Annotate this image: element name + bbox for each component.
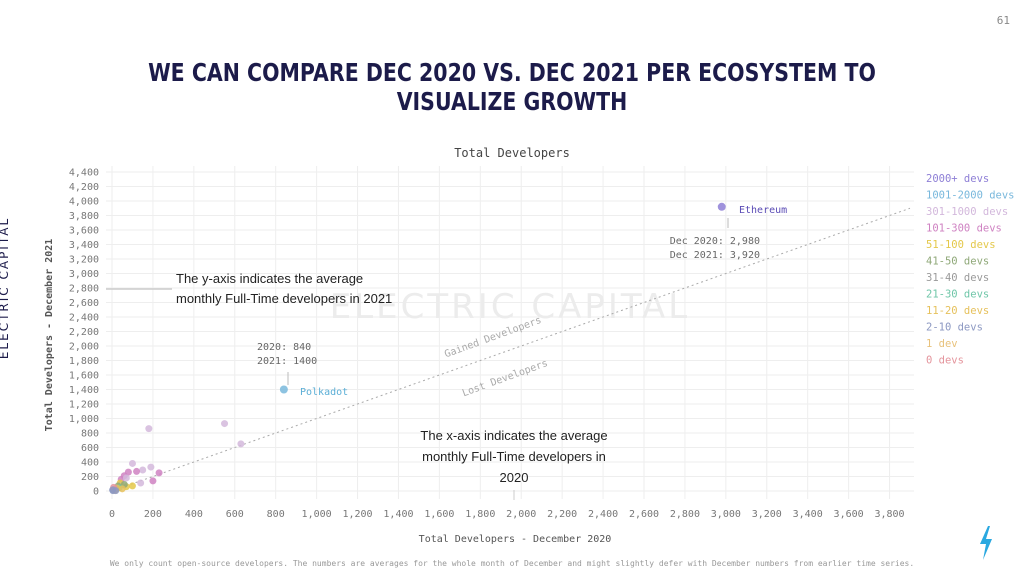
data-point (237, 440, 245, 448)
polkadot-2020-annotation: 2020: 840 (257, 342, 311, 353)
x-tick-label: 1,400 (383, 509, 413, 520)
ethereum-dec2021-annotation: Dec 2021: 3,920 (670, 250, 760, 261)
x-tick-label: 2,600 (629, 509, 659, 520)
x-tick-labels: 0 200 400 600 800 1,000 1,200 1,400 1,600 1,800 2,… (109, 509, 905, 520)
y-tick-label: 800 (81, 429, 99, 440)
lightning-bolt-icon (980, 526, 992, 560)
x-tick-label: 800 (267, 509, 285, 520)
y-tick-label: 4,400 (69, 168, 99, 179)
y-tick-label: 3,800 (69, 211, 99, 222)
x-tick-label: 2,400 (588, 509, 618, 520)
y-tick-labels: 0 200 400 600 800 1,000 1,200 1,400 1,600 1,800 2,… (69, 168, 99, 498)
x-tick-label: 400 (185, 509, 203, 520)
y-tick-label: 2,400 (69, 313, 99, 324)
legend-item: 11-20 devs (926, 305, 989, 317)
y-tick-label: 3,600 (69, 226, 99, 237)
y-tick-label: 1,200 (69, 400, 99, 411)
y-tick-label: 400 (81, 458, 99, 469)
legend-item: 1 dev (926, 338, 958, 350)
y-tick-label: 2,800 (69, 284, 99, 295)
page-number: 61 (996, 14, 1010, 27)
legend-item: 51-100 devs (926, 239, 996, 251)
data-point (128, 459, 136, 467)
x-tick-label: 1,800 (465, 509, 495, 520)
y-tick-label: 1,400 (69, 385, 99, 396)
break-even-line (111, 207, 911, 492)
y-tick-label: 2,000 (69, 342, 99, 353)
x-tick-label: 3,600 (834, 509, 864, 520)
data-point (118, 485, 126, 493)
data-point (128, 482, 136, 490)
y-tick-label: 2,600 (69, 298, 99, 309)
legend-item: 2-10 devs (926, 322, 983, 334)
legend-item: 21-30 devs (926, 289, 989, 301)
polkadot-label: Polkadot (300, 387, 348, 398)
x-tick-label: 200 (144, 509, 162, 520)
x-tick-label: 1,200 (342, 509, 372, 520)
data-point (137, 479, 145, 487)
x-axis-label: Total Developers - December 2020 (419, 534, 612, 545)
x-axis-note-line3: 2020 (500, 470, 529, 485)
point-polkadot (279, 385, 288, 394)
y-tick-label: 1,600 (69, 371, 99, 382)
x-tick-label: 2,800 (670, 509, 700, 520)
x-tick-label: 3,800 (874, 509, 904, 520)
x-tick-label: 0 (109, 509, 115, 520)
x-axis-note-line2: monthly Full-Time developers in (422, 449, 606, 464)
legend-item: 31-40 devs (926, 272, 989, 284)
x-tick-label: 2,200 (547, 509, 577, 520)
y-tick-label: 600 (81, 443, 99, 454)
x-tick-label: 600 (226, 509, 244, 520)
data-points (109, 202, 726, 495)
legend-item: 0 devs (926, 355, 964, 367)
data-point (149, 477, 157, 485)
y-tick-label: 4,200 (69, 182, 99, 193)
x-axis-note-line1: The x-axis indicates the average (420, 428, 607, 443)
x-tick-label: 1,000 (302, 509, 332, 520)
y-axis-label: Total Developers - December 2021 (44, 239, 55, 432)
y-tick-label: 200 (81, 472, 99, 483)
chart-legend: 2000+ devs 1001-2000 devs 301-1000 devs 101… (926, 173, 1015, 367)
y-tick-label: 3,200 (69, 255, 99, 266)
ethereum-label: Ethereum (739, 205, 787, 216)
y-tick-label: 3,400 (69, 240, 99, 251)
y-tick-label: 1,800 (69, 356, 99, 367)
data-point (155, 469, 163, 477)
legend-item: 1001-2000 devs (926, 190, 1015, 202)
legend-item: 101-300 devs (926, 223, 1002, 235)
data-point (145, 425, 153, 433)
x-tick-label: 3,000 (711, 509, 741, 520)
data-point (133, 467, 141, 475)
y-tick-label: 2,200 (69, 327, 99, 338)
lost-developers-label: Lost Developers (461, 358, 550, 399)
point-ethereum (717, 202, 726, 211)
data-point (112, 487, 120, 495)
reference-line (111, 207, 911, 492)
legend-item: 301-1000 devs (926, 206, 1008, 218)
y-tick-label: 1,000 (69, 414, 99, 425)
legend-item: 41-50 devs (926, 256, 989, 268)
page-title: WE CAN COMPARE DEC 2020 VS. DEC 2021 PER… (148, 58, 876, 116)
x-tick-label: 3,400 (793, 509, 823, 520)
data-point (139, 466, 147, 474)
y-tick-label: 0 (93, 487, 99, 498)
data-point (221, 420, 229, 428)
y-tick-label: 4,000 (69, 197, 99, 208)
x-tick-label: 3,200 (752, 509, 782, 520)
chart-title: Total Developers (454, 146, 570, 160)
legend-item: 2000+ devs (926, 173, 989, 185)
data-point (122, 474, 130, 482)
y-axis-note-line2: monthly Full-Time developers in 2021 (176, 291, 392, 306)
x-tick-label: 1,600 (424, 509, 454, 520)
ethereum-dec2020-annotation: Dec 2020: 2,980 (670, 236, 760, 247)
x-tick-label: 2,000 (506, 509, 536, 520)
footnote: We only count open-source developers. Th… (109, 559, 915, 568)
y-axis-note-line1: The y-axis indicates the average (176, 271, 363, 286)
polkadot-2021-annotation: 2021: 1400 (257, 356, 317, 367)
data-point (147, 463, 155, 471)
y-tick-label: 3,000 (69, 269, 99, 280)
chart-grid (106, 166, 914, 499)
chart-watermark: ELECTRIC CAPITAL (330, 287, 690, 327)
